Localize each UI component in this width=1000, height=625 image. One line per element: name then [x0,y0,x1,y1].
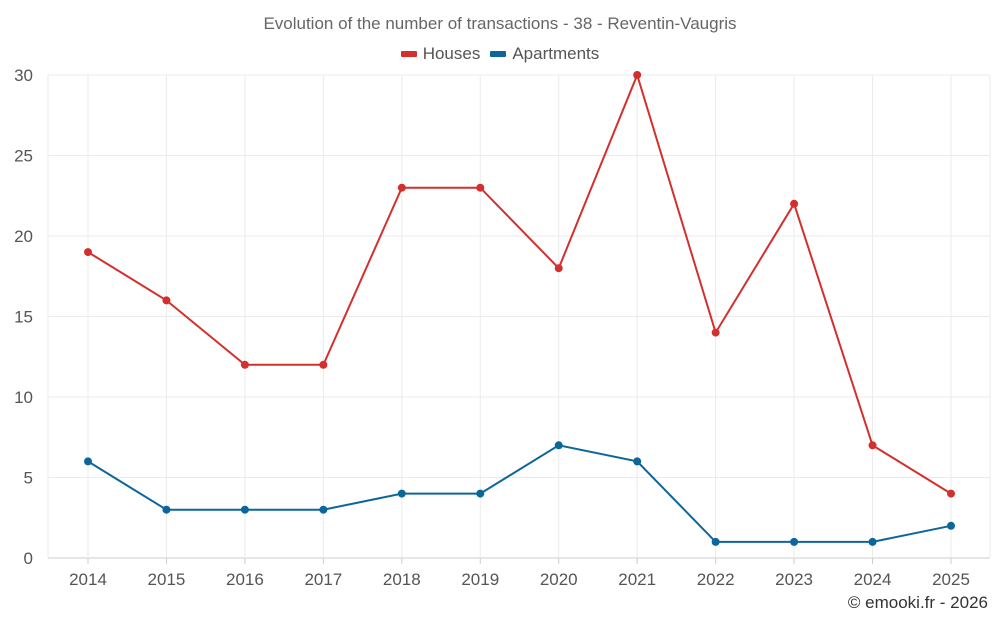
data-point-houses [947,489,955,498]
y-tick-label: 0 [24,549,33,568]
data-point-apartments [319,505,328,514]
series-line-houses [87,72,952,495]
data-point-houses [162,296,171,305]
y-tick-label: 30 [14,66,33,85]
legend-item-apartments[interactable]: Apartments [490,44,599,64]
x-tick-label: 2017 [304,570,342,589]
data-point-houses [868,441,877,450]
x-tick-label: 2014 [69,570,107,589]
data-point-houses [319,360,328,369]
data-point-apartments [790,537,799,546]
data-point-apartments [947,521,955,530]
data-point-houses [476,183,485,192]
legend-item-houses[interactable]: Houses [400,44,481,64]
y-tick-label: 10 [14,388,33,407]
y-tick-label: 15 [14,308,33,327]
data-point-houses [84,248,92,257]
data-point-apartments [162,505,171,514]
data-point-apartments [633,457,642,466]
x-tick-label: 2022 [697,570,735,589]
legend: Houses Apartments [0,44,1000,64]
y-tick-label: 20 [14,227,33,246]
data-point-apartments [240,505,249,514]
data-point-houses [633,71,642,79]
y-tick-label: 5 [24,469,33,488]
credit-text: © emooki.fr - 2026 [847,593,988,612]
x-tick-label: 2024 [854,570,892,589]
data-point-houses [554,264,563,273]
x-tick-label: 2025 [932,570,970,589]
legend-label-apartments: Apartments [512,44,600,63]
data-point-apartments [476,489,485,498]
series-line-apartments [87,444,952,543]
data-point-houses [790,199,799,208]
data-point-apartments [868,537,877,546]
data-point-houses [397,183,406,192]
x-tick-label: 2016 [226,570,264,589]
legend-label-houses: Houses [422,44,481,63]
chart-title: Evolution of the number of transactions … [263,14,737,33]
x-tick-label: 2021 [618,570,656,589]
data-point-houses [711,328,720,337]
legend-swatch-houses [400,51,417,57]
legend-swatch-apartments [490,51,507,57]
x-tick-label: 2015 [148,570,186,589]
x-tick-label: 2018 [383,570,421,589]
y-tick-label: 25 [14,147,33,166]
x-tick-label: 2023 [775,570,813,589]
data-point-apartments [711,537,720,546]
x-tick-label: 2020 [540,570,578,589]
data-point-apartments [84,457,92,466]
x-tick-label: 2019 [461,570,499,589]
data-point-apartments [554,441,563,450]
data-point-apartments [397,489,406,498]
data-point-houses [240,360,249,369]
